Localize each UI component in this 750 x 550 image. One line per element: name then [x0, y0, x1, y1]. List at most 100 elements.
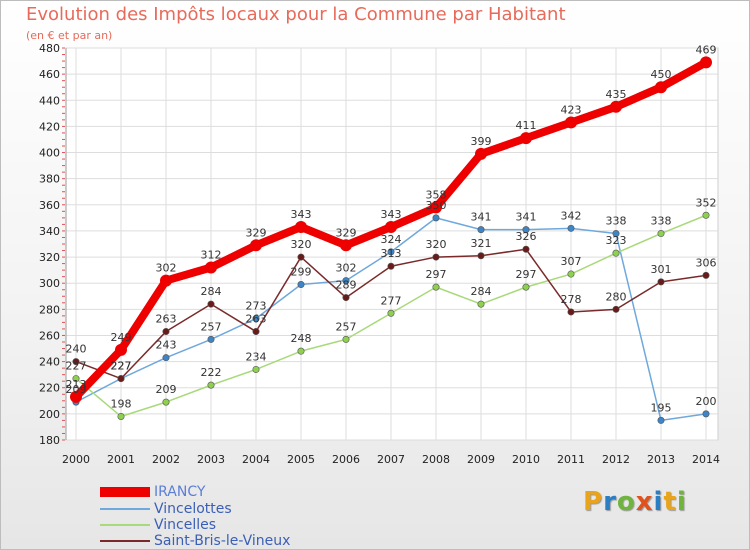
data-label: 263 [246, 313, 267, 326]
data-label: 343 [381, 208, 402, 221]
data-label: 297 [426, 268, 447, 281]
y-tick-label: 220 [39, 382, 60, 395]
data-label: 200 [696, 395, 717, 408]
data-label: 321 [471, 237, 492, 250]
data-label: 302 [156, 262, 177, 275]
data-point [387, 248, 395, 256]
data-label: 350 [426, 199, 447, 212]
data-label: 435 [606, 88, 627, 101]
y-tick-label: 300 [39, 277, 60, 290]
data-label: 306 [696, 256, 717, 269]
data-point [655, 81, 667, 94]
data-label: 227 [111, 360, 132, 373]
y-tick-label: 260 [39, 329, 60, 342]
logo-letter: P [583, 487, 604, 517]
x-tick-label: 2011 [557, 453, 585, 466]
y-tick-label: 340 [39, 225, 60, 238]
data-label: 342 [561, 209, 582, 222]
logo-letter: o [616, 487, 636, 517]
y-tick-label: 440 [39, 94, 60, 107]
data-label: 198 [111, 397, 132, 410]
data-label: 257 [336, 320, 357, 333]
data-point [117, 375, 125, 383]
x-tick-label: 2001 [107, 453, 135, 466]
x-tick-label: 2012 [602, 453, 630, 466]
data-point [477, 226, 485, 234]
data-point [432, 283, 440, 291]
data-label: 358 [426, 188, 447, 201]
data-point [612, 249, 620, 257]
data-label: 243 [156, 339, 177, 352]
data-label: 284 [201, 285, 222, 298]
legend-swatch [100, 540, 150, 542]
data-point [702, 271, 710, 279]
data-point [342, 294, 350, 302]
x-tick-label: 2007 [377, 453, 405, 466]
x-tick-label: 2000 [62, 453, 90, 466]
data-label: 257 [201, 320, 222, 333]
y-tick-label: 280 [39, 303, 60, 316]
data-label: 320 [291, 238, 312, 251]
data-label: 195 [651, 401, 672, 414]
legend-label: Saint-Bris-le-Vineux [154, 533, 291, 549]
x-tick-label: 2002 [152, 453, 180, 466]
data-point [612, 230, 620, 238]
data-point [297, 281, 305, 289]
y-tick-label: 180 [39, 434, 60, 447]
logo-letter: i [653, 487, 664, 517]
data-point [567, 270, 575, 278]
data-label: 297 [516, 268, 537, 281]
data-label: 312 [201, 249, 222, 262]
data-point [342, 335, 350, 343]
data-label: 469 [696, 43, 717, 56]
data-label: 222 [201, 366, 222, 379]
data-point [702, 211, 710, 219]
y-tick-label: 480 [39, 42, 60, 55]
data-label: 249 [111, 331, 132, 344]
data-label: 423 [561, 103, 582, 116]
y-tick-label: 240 [39, 356, 60, 369]
data-label: 307 [561, 255, 582, 268]
data-point [250, 239, 262, 252]
data-label: 234 [246, 350, 267, 363]
data-point [522, 226, 530, 234]
data-point [207, 335, 215, 343]
data-point [297, 347, 305, 355]
y-tick-label: 400 [39, 147, 60, 160]
data-point [117, 412, 125, 420]
data-label: 289 [336, 279, 357, 292]
data-label: 313 [381, 247, 402, 260]
x-tick-label: 2004 [242, 453, 270, 466]
x-tick-label: 2010 [512, 453, 540, 466]
y-tick-label: 460 [39, 68, 60, 81]
x-tick-label: 2014 [692, 453, 720, 466]
data-point [340, 239, 352, 252]
y-tick-label: 200 [39, 408, 60, 421]
data-point [387, 262, 395, 270]
data-label: 341 [516, 211, 537, 224]
data-point [477, 252, 485, 260]
data-label: 411 [516, 119, 537, 132]
data-point [295, 221, 307, 234]
data-label: 341 [471, 211, 492, 224]
data-label: 323 [606, 234, 627, 247]
data-label: 338 [651, 215, 672, 228]
data-label: 227 [111, 360, 132, 373]
data-point [567, 308, 575, 316]
data-label: 213 [66, 378, 87, 391]
data-label: 399 [471, 135, 492, 148]
data-point [567, 224, 575, 232]
legend-swatch [100, 487, 150, 497]
data-label: 299 [291, 266, 312, 279]
data-point [612, 305, 620, 313]
data-point [207, 300, 215, 308]
data-label: 329 [246, 226, 267, 239]
legend-swatch [100, 524, 150, 526]
data-point [432, 253, 440, 261]
x-tick-label: 2006 [332, 453, 360, 466]
data-label: 301 [651, 263, 672, 276]
logo-letter: t [663, 487, 677, 517]
y-tick-label: 380 [39, 173, 60, 186]
data-label: 302 [336, 262, 357, 275]
